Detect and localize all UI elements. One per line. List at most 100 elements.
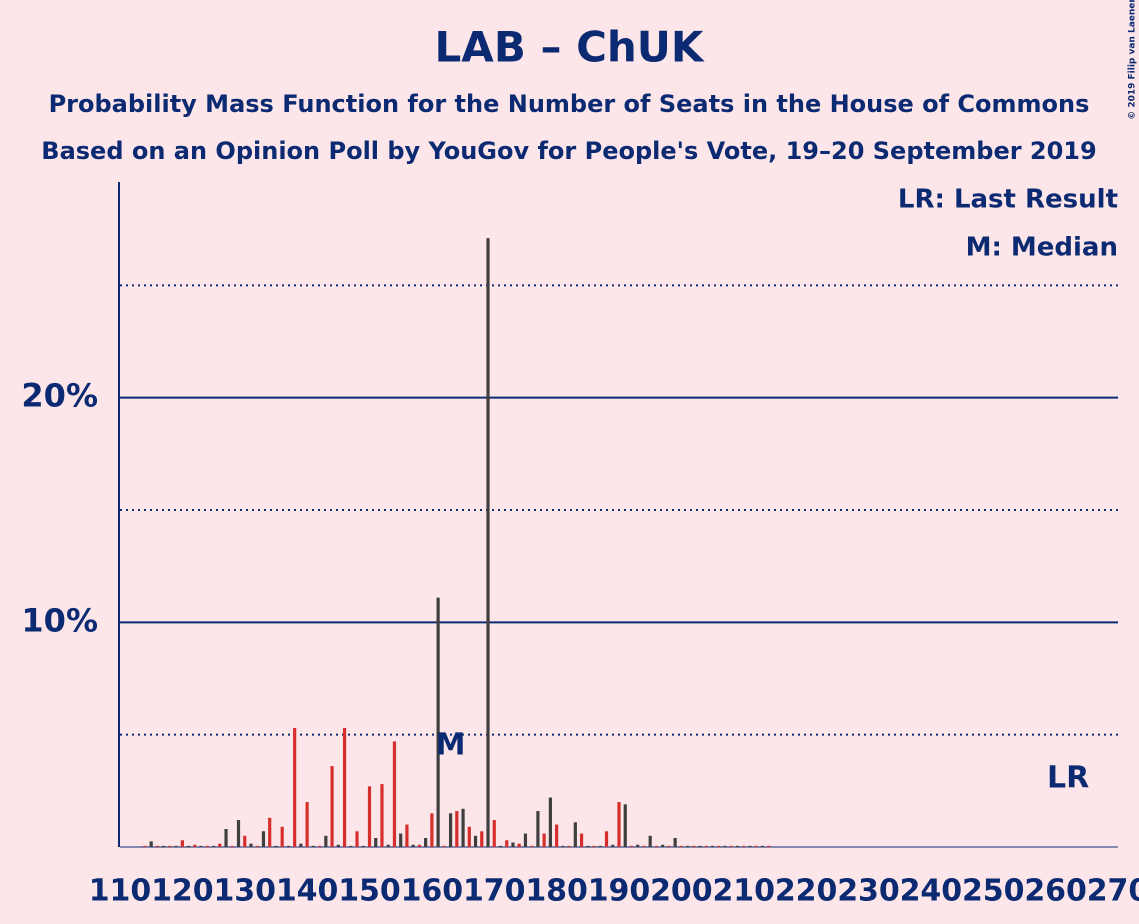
y-tick-label: 20%: [21, 377, 98, 415]
bar: [517, 843, 521, 847]
x-tick-label: 250: [962, 874, 1025, 909]
bar: [374, 838, 378, 847]
bar: [492, 820, 496, 847]
bar: [767, 845, 771, 847]
bar: [448, 813, 453, 847]
bar: [642, 845, 646, 847]
bar: [261, 831, 266, 847]
bar: [224, 829, 228, 847]
bar: [498, 845, 503, 847]
bar: [598, 845, 602, 847]
bar: [667, 845, 671, 847]
bar: [710, 845, 715, 847]
bar: [611, 844, 615, 847]
bar: [361, 845, 365, 847]
bar: [648, 835, 652, 847]
bar: [268, 817, 272, 847]
bar: [330, 766, 334, 847]
copyright: © 2019 Filip van Laenen: [1128, 0, 1138, 120]
bar: [586, 845, 590, 847]
bar: [324, 835, 328, 847]
bar: [318, 845, 322, 847]
y-tick-label: 10%: [21, 601, 98, 639]
x-tick-label: 220: [775, 874, 838, 909]
x-tick-label: 210: [712, 874, 775, 909]
median-label: M: [436, 728, 466, 763]
bar: [455, 811, 459, 847]
bar: [480, 831, 484, 847]
bar: [555, 824, 559, 847]
bar: [561, 845, 565, 847]
x-tick-label: 110: [89, 874, 152, 909]
bar: [230, 845, 234, 847]
bar: [461, 808, 465, 847]
bar: [143, 845, 147, 847]
x-tick-label: 200: [650, 874, 713, 909]
x-tick-label: 160: [401, 874, 464, 909]
bar: [473, 835, 478, 847]
bar: [686, 845, 690, 847]
bar: [523, 833, 528, 847]
x-tick-label: 270: [1087, 874, 1139, 909]
bar: [392, 741, 397, 847]
bar: [511, 842, 515, 847]
bar: [342, 727, 347, 847]
annotation: LR: Last Result: [898, 185, 1118, 215]
bar: [299, 843, 303, 847]
bar: [604, 831, 609, 847]
bar: [236, 820, 241, 847]
bar: [211, 845, 216, 847]
x-tick-label: 260: [1024, 874, 1087, 909]
bar: [162, 845, 166, 847]
bar: [399, 833, 403, 847]
bar: [187, 845, 191, 847]
bar: [760, 845, 765, 847]
bar: [673, 838, 677, 847]
bar: [467, 826, 471, 847]
x-tick-label: 170: [463, 874, 526, 909]
bar: [411, 844, 415, 847]
bar: [149, 841, 153, 847]
bar: [754, 845, 758, 847]
bar: [704, 845, 708, 847]
bar: [530, 845, 534, 847]
bar: [205, 845, 209, 847]
bar: [623, 804, 627, 847]
bar: [723, 845, 727, 847]
x-tick-label: 240: [900, 874, 963, 909]
chart-title: LAB – ChUK: [435, 23, 705, 72]
bar: [579, 833, 584, 847]
bar: [293, 727, 297, 847]
x-tick-label: 180: [525, 874, 588, 909]
bar: [274, 845, 278, 847]
bar: [567, 845, 571, 847]
bar: [180, 840, 184, 847]
bar: [286, 845, 291, 847]
x-tick-label: 140: [276, 874, 339, 909]
x-tick-label: 120: [151, 874, 214, 909]
bar: [417, 844, 421, 847]
bar: [386, 844, 390, 847]
bar: [193, 844, 197, 847]
x-tick-label: 130: [213, 874, 276, 909]
bar: [155, 845, 160, 847]
bar: [311, 845, 315, 847]
bar: [168, 845, 172, 847]
bar: [280, 826, 284, 847]
bar: [442, 845, 446, 847]
bar: [742, 845, 746, 847]
bar: [698, 845, 702, 847]
x-tick-label: 190: [588, 874, 651, 909]
bar: [654, 845, 659, 847]
bar: [748, 845, 752, 847]
bar: [486, 238, 490, 848]
bar: [729, 845, 733, 847]
bar: [243, 835, 247, 847]
bar: [679, 845, 683, 847]
last-result-label: LR: [1047, 761, 1089, 796]
bar: [505, 840, 509, 847]
bar: [424, 838, 428, 847]
bar: [717, 845, 721, 847]
